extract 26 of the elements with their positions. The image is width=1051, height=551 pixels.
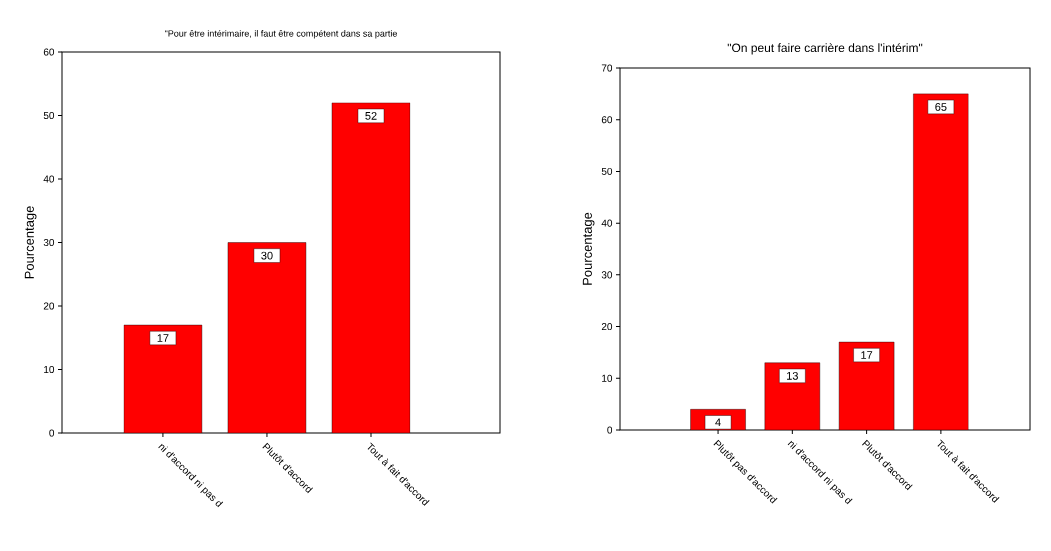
y-tick-label: 20	[43, 302, 55, 310]
data-label: 13	[787, 371, 798, 380]
data-label: 52	[365, 112, 377, 120]
data-label: 65	[935, 103, 947, 111]
y-tick-label: 60	[601, 116, 613, 124]
data-label: 30	[261, 251, 273, 260]
chart-title: "On peut faire carrière dans l'intérim"	[727, 43, 923, 55]
y-tick-label: 30	[43, 238, 55, 247]
data-label: 17	[157, 334, 169, 342]
data-label: 17	[861, 351, 873, 359]
y-tick-label: 50	[601, 167, 613, 175]
data-label: 4	[715, 418, 721, 427]
y-tick-label: 40	[43, 175, 55, 183]
y-tick-label: 10	[602, 374, 613, 382]
y-tick-label: 30	[601, 271, 613, 279]
y-tick-label: 60	[43, 48, 55, 56]
y-tick-label: 20	[601, 323, 613, 331]
y-tick-label: 50	[43, 111, 55, 120]
y-tick-label: 10	[44, 365, 55, 374]
y-tick-label: 70	[601, 64, 613, 72]
y-axis-title: Pourcentage	[24, 206, 37, 279]
chart-title: "Pour être intérimaire, il faut être compétent dans sa partie	[164, 29, 397, 39]
y-axis-title: Pourcentage	[582, 212, 595, 285]
y-tick-label: 0	[49, 429, 55, 437]
y-tick-label: 0	[607, 426, 613, 434]
y-tick-label: 40	[601, 219, 613, 227]
